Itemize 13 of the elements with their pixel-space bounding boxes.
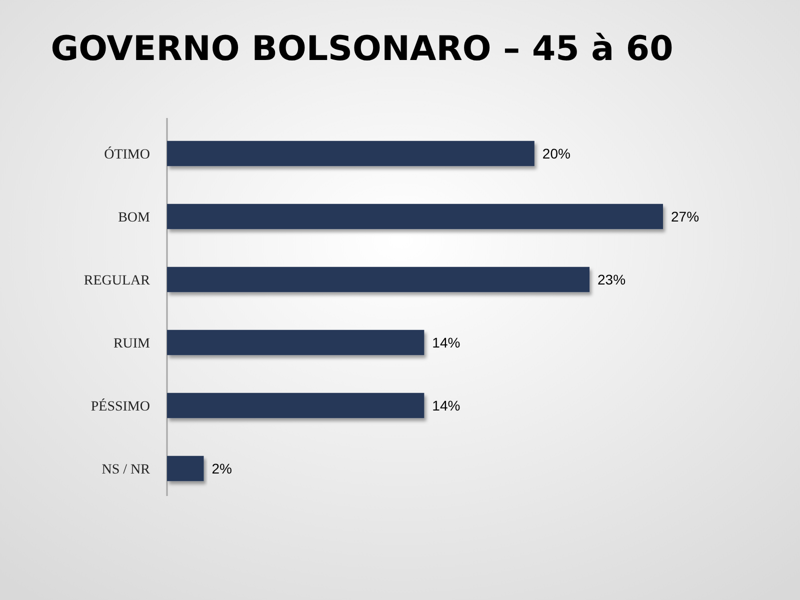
y-tick-label: PÉSSIMO <box>90 398 150 414</box>
y-tick-label: ÓTIMO <box>104 146 150 162</box>
data-label: 20% <box>542 146 570 162</box>
data-label: 14% <box>432 398 460 414</box>
y-tick-label: RUIM <box>113 336 151 352</box>
chart-title: GOVERNO BOLSONARO – 45 à 60 <box>50 29 674 69</box>
y-tick-label: NS / NR <box>102 462 151 478</box>
data-label: 27% <box>671 208 700 224</box>
y-tick-label: BOM <box>118 210 151 226</box>
data-label: 2% <box>212 460 232 476</box>
y-tick-label: REGULAR <box>84 274 151 288</box>
data-label: 14% <box>432 334 460 350</box>
data-label: 23% <box>598 272 626 288</box>
